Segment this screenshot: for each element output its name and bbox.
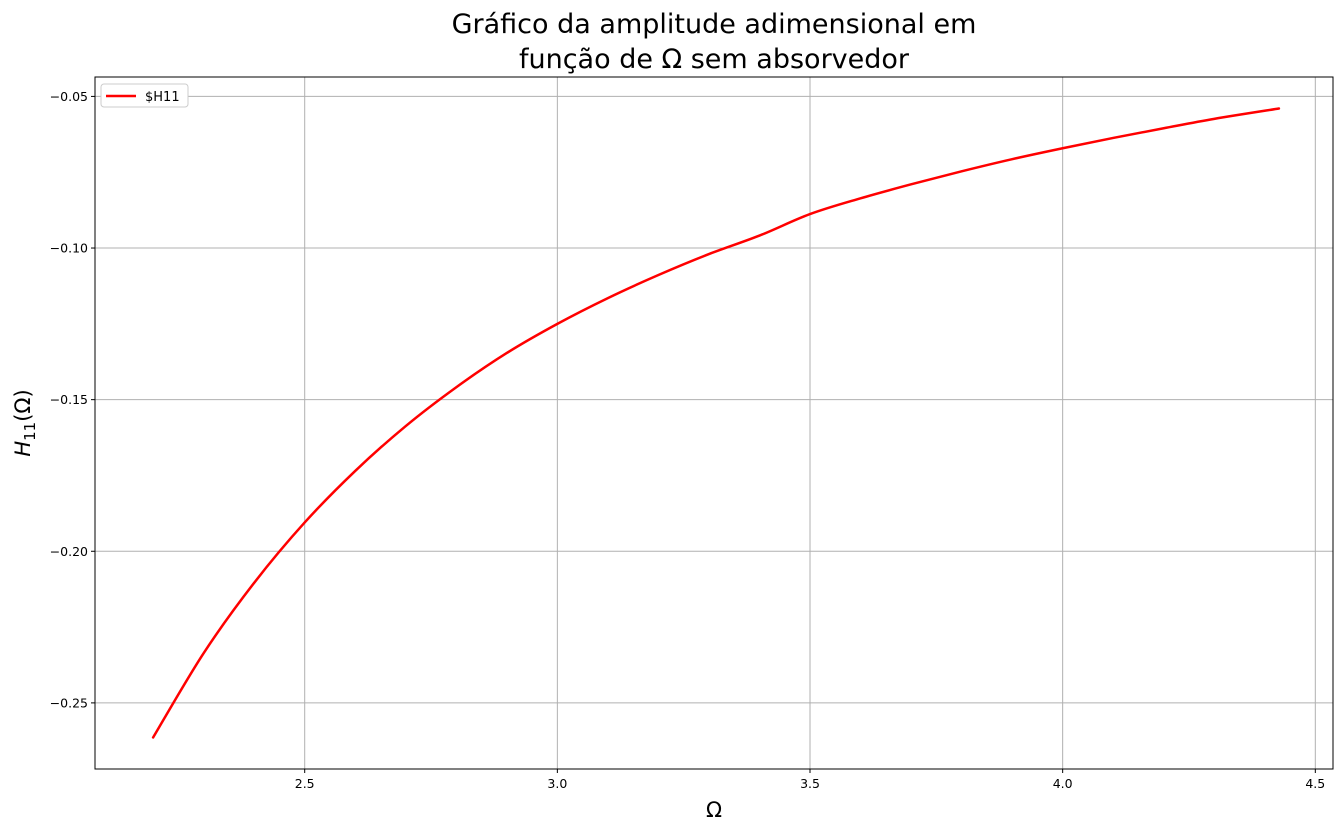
- plot-frame: [94, 76, 1334, 770]
- plot-data: [151, 107, 1281, 739]
- axis-ticks: 2.5 3.0 3.5 4.0 4.5 −0.25 −0.20 −0.15 −0.10 −0.05: [50, 89, 1326, 791]
- y-axis-label: H11(Ω): [11, 389, 39, 456]
- grid-lines: [95, 77, 1333, 769]
- chart-title-line-1: Gráfico da amplitude adimensional em: [452, 9, 977, 40]
- y-axis-label-subscript: 11: [21, 422, 39, 441]
- y-tick-label: −0.25: [50, 695, 88, 710]
- x-tick-label: 3.5: [800, 776, 820, 791]
- y-tick-label: −0.15: [50, 392, 88, 407]
- legend: $H11: [100, 83, 189, 108]
- x-axis-label: Ω: [706, 798, 722, 822]
- legend-box: [100, 83, 189, 108]
- x-tick-label: 2.5: [295, 776, 315, 791]
- y-tick-label: −0.20: [50, 544, 88, 559]
- y-axis-label-main: H: [11, 441, 35, 457]
- chart-title-line-2: função de Ω sem absorvedor: [519, 44, 910, 75]
- y-tick-label: −0.10: [50, 241, 88, 256]
- x-tick-label: 4.0: [1053, 776, 1073, 791]
- legend-label-H11: $H11: [145, 90, 180, 105]
- x-tick-label: 3.0: [547, 776, 567, 791]
- x-tick-label: 4.5: [1305, 776, 1325, 791]
- y-axis-label-tail: (Ω): [11, 389, 35, 421]
- y-tick-label: −0.05: [50, 89, 88, 104]
- series-line-H11: [151, 107, 1281, 739]
